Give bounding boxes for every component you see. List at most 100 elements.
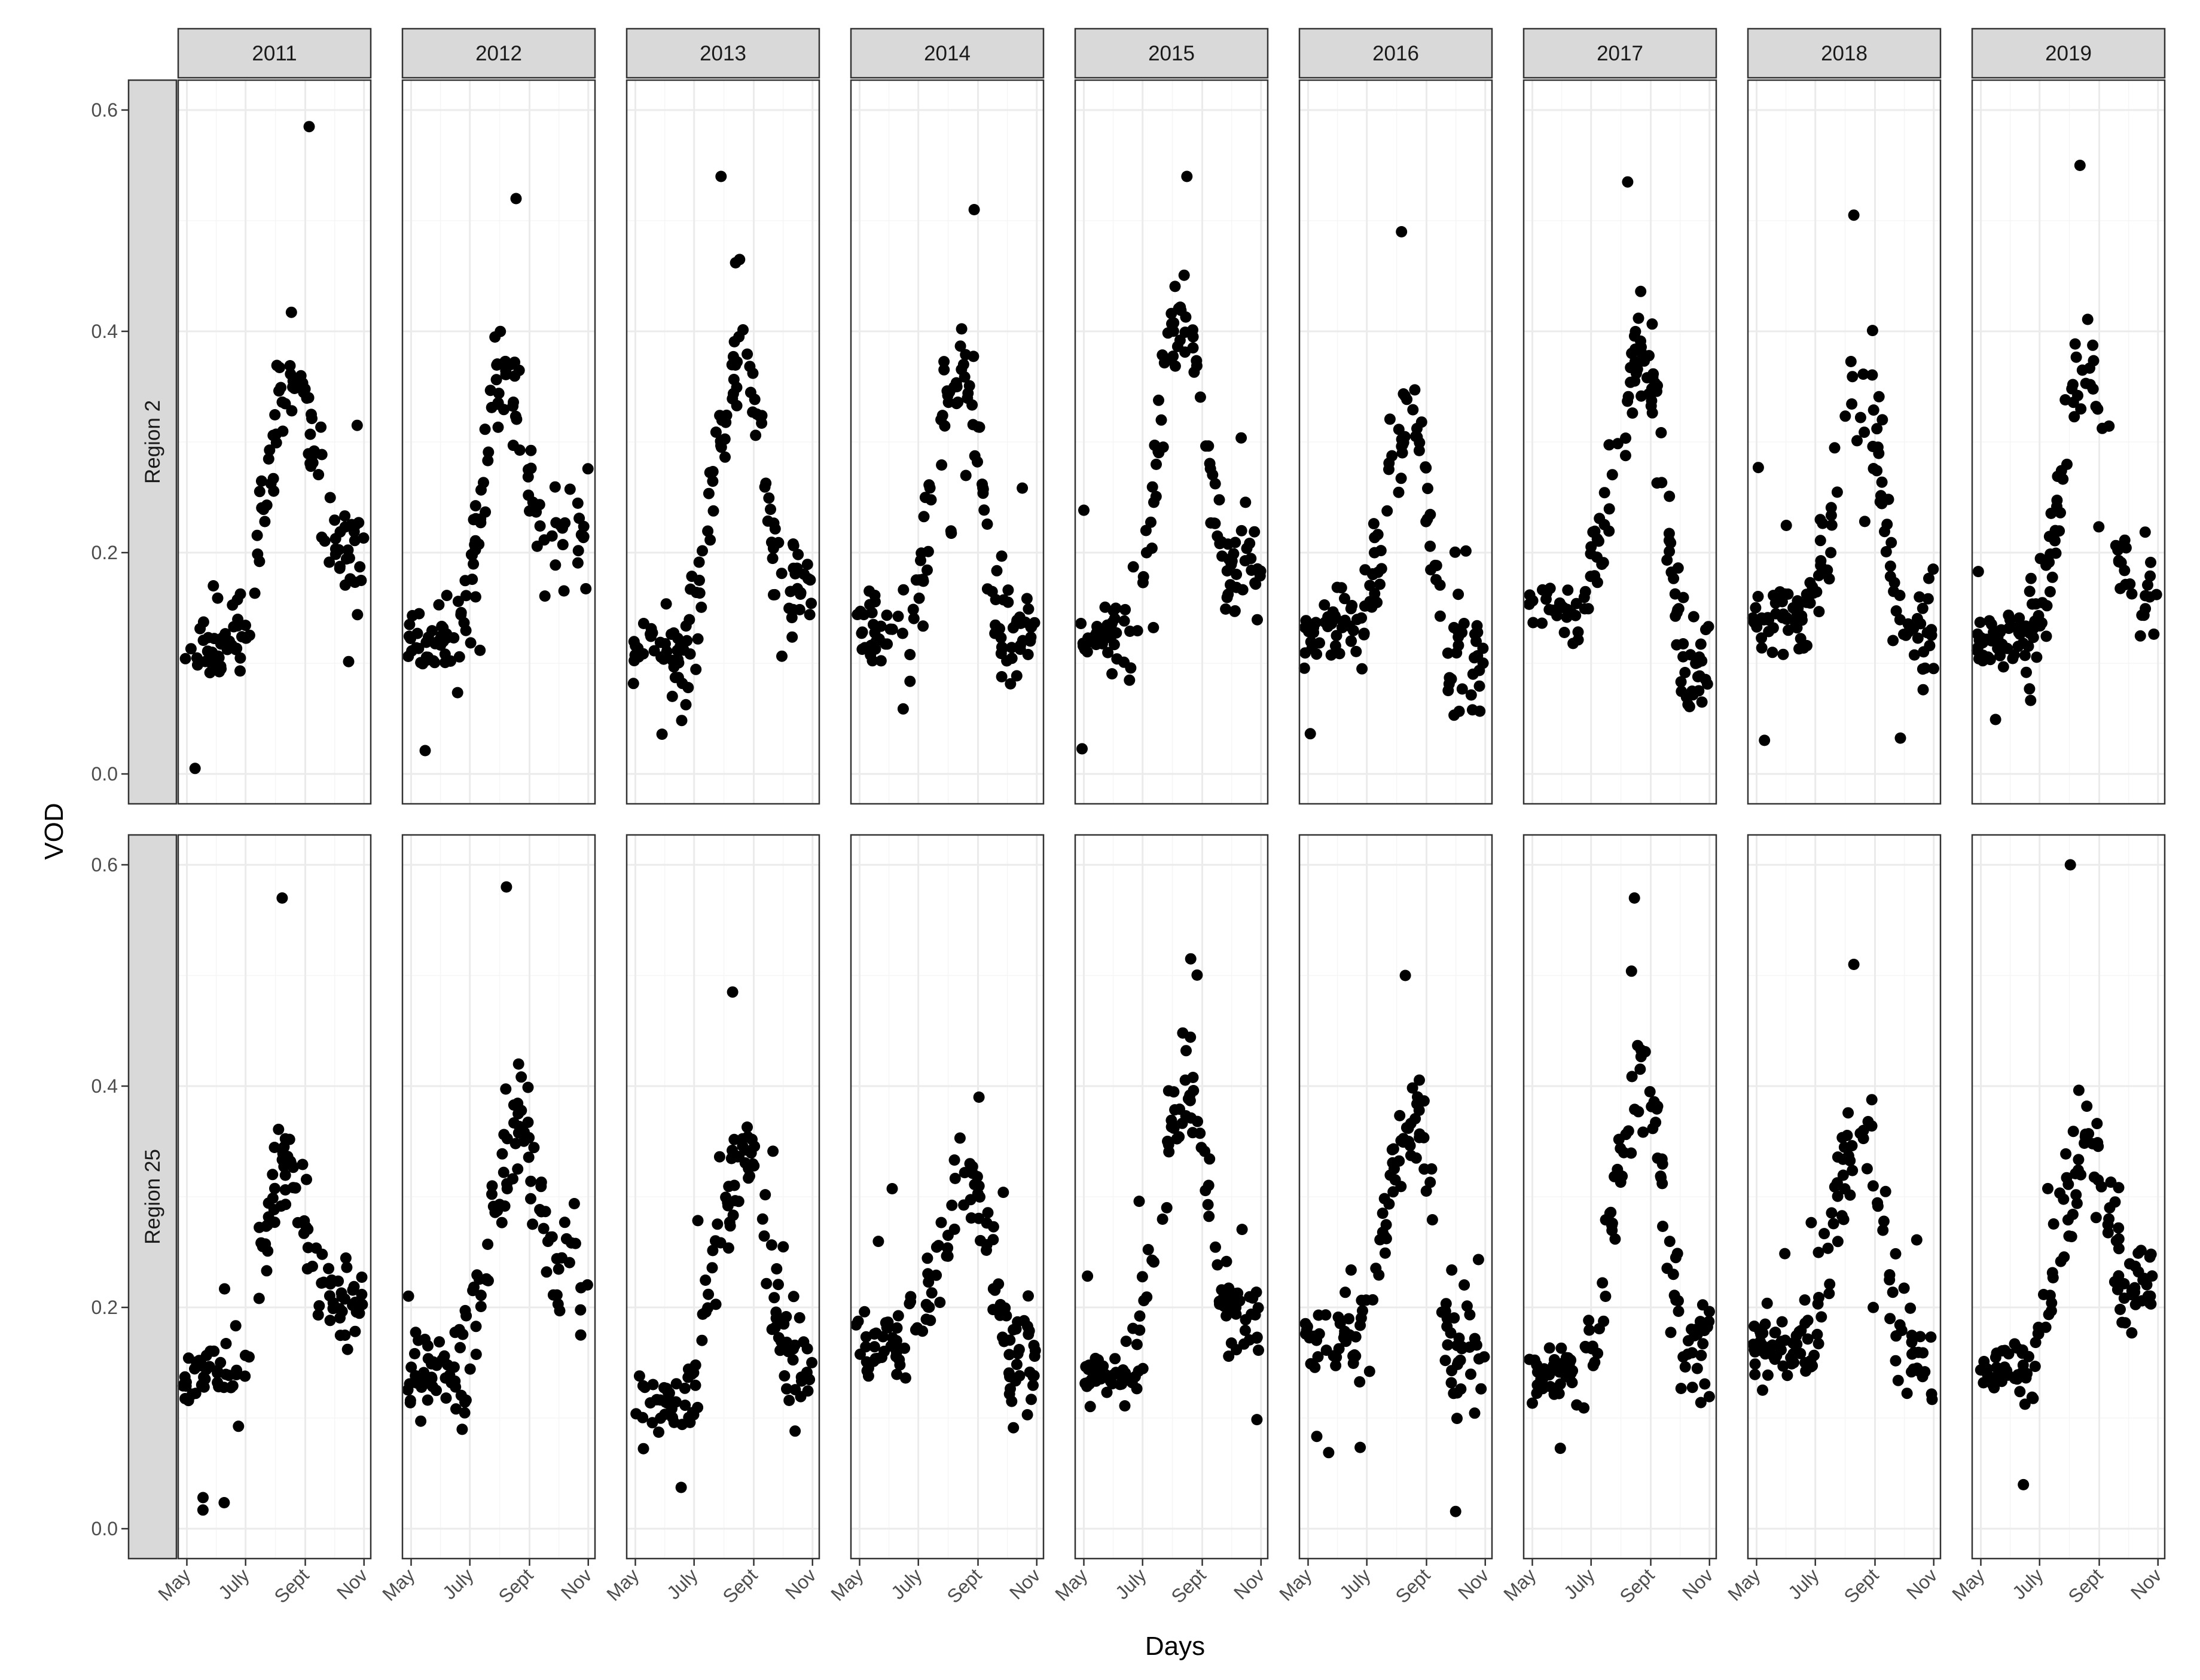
data-point: [1439, 1306, 1451, 1318]
data-point: [227, 1380, 239, 1392]
data-point: [758, 1230, 770, 1242]
data-point: [1570, 597, 1582, 609]
data-point: [1003, 1349, 1015, 1361]
data-point: [197, 1504, 209, 1516]
data-point: [486, 1188, 498, 1200]
data-point: [1025, 631, 1037, 643]
data-point: [340, 553, 352, 565]
data-point: [1023, 1328, 1035, 1340]
data-point: [289, 383, 300, 394]
facet-strip-label: 2013: [700, 42, 746, 65]
data-point: [1146, 1254, 1158, 1266]
data-point: [1866, 325, 1878, 337]
data-point: [1775, 1344, 1787, 1356]
data-point: [977, 478, 988, 490]
data-point: [1145, 516, 1157, 528]
panel-border: [401, 79, 596, 805]
panel-2018-region-25: [1747, 834, 1942, 1560]
data-point: [351, 419, 363, 431]
data-point: [230, 1320, 242, 1332]
data-point: [2060, 1148, 2072, 1160]
data-point: [240, 620, 251, 632]
data-point: [1831, 1177, 1843, 1189]
data-point: [2145, 556, 2156, 568]
data-point: [941, 1250, 953, 1262]
data-point: [566, 1237, 577, 1249]
data-point: [304, 428, 316, 440]
data-point: [1832, 1151, 1844, 1163]
data-point: [581, 1279, 593, 1291]
data-point: [1387, 1143, 1399, 1155]
data-point: [1452, 624, 1463, 636]
data-point: [1084, 1401, 1096, 1413]
data-point-max: [501, 881, 512, 893]
data-point: [2090, 1212, 2102, 1224]
data-point: [578, 520, 590, 532]
data-point: [660, 638, 671, 650]
data-point: [1531, 1359, 1543, 1371]
data-point: [781, 1383, 792, 1395]
data-point: [1884, 560, 1896, 572]
data-point-max: [303, 121, 315, 133]
data-point: [1142, 1243, 1154, 1255]
data-point: [2003, 609, 2015, 621]
data-point: [2144, 570, 2156, 582]
data-point: [1023, 603, 1035, 615]
panel-2013-region-2: [625, 79, 820, 805]
data-point: [1752, 590, 1764, 602]
data-point: [313, 1300, 325, 1312]
data-point: [1354, 1376, 1366, 1388]
data-point: [1566, 1377, 1578, 1389]
data-point: [916, 547, 927, 559]
data-point: [1691, 1362, 1703, 1374]
facet-strip-label: 2019: [2045, 42, 2092, 65]
data-point: [494, 1199, 505, 1211]
data-point: [868, 1355, 880, 1367]
data-point: [1383, 1198, 1395, 1210]
data-point: [1163, 1146, 1175, 1158]
data-point: [981, 518, 993, 530]
data-point: [470, 1349, 482, 1360]
data-point: [1229, 605, 1241, 617]
data-point: [1250, 1286, 1262, 1298]
data-point: [1888, 577, 1900, 589]
data-point: [230, 1369, 242, 1380]
data-point: [285, 368, 297, 380]
data-point: [1249, 526, 1261, 538]
data-point: [212, 592, 224, 604]
data-point: [297, 1158, 309, 1170]
data-point: [1453, 639, 1464, 651]
data-point: [259, 516, 271, 528]
data-point: [1629, 356, 1641, 368]
data-point: [523, 1151, 535, 1163]
data-point: [1011, 670, 1023, 682]
data-point: [1600, 1214, 1612, 1226]
data-point: [483, 446, 495, 458]
data-point: [1397, 1133, 1409, 1145]
data-point: [182, 1395, 194, 1407]
facet-strip-label: 2017: [1597, 42, 1643, 65]
x-tick-label: Nov: [781, 1564, 820, 1603]
data-point: [1701, 678, 1713, 690]
data-point: [905, 1291, 917, 1303]
data-point: [646, 1417, 658, 1429]
data-point: [1299, 621, 1311, 633]
data-point: [1572, 626, 1584, 638]
data-point: [897, 703, 909, 715]
facet-strip-2019: [1971, 28, 2166, 79]
data-point: [697, 545, 708, 557]
data-point: [498, 1129, 510, 1141]
data-point: [538, 534, 550, 546]
data-point: [190, 1388, 202, 1400]
data-point: [734, 254, 746, 266]
data-point: [693, 556, 705, 568]
data-point: [654, 1394, 666, 1406]
data-point: [981, 1217, 993, 1229]
data-point: [575, 1329, 587, 1341]
data-point: [1598, 1315, 1610, 1327]
data-point: [1612, 1163, 1624, 1175]
data-point: [959, 1167, 971, 1179]
data-point: [2067, 1209, 2079, 1220]
data-point: [1918, 646, 1930, 658]
data-point: [881, 1322, 893, 1334]
